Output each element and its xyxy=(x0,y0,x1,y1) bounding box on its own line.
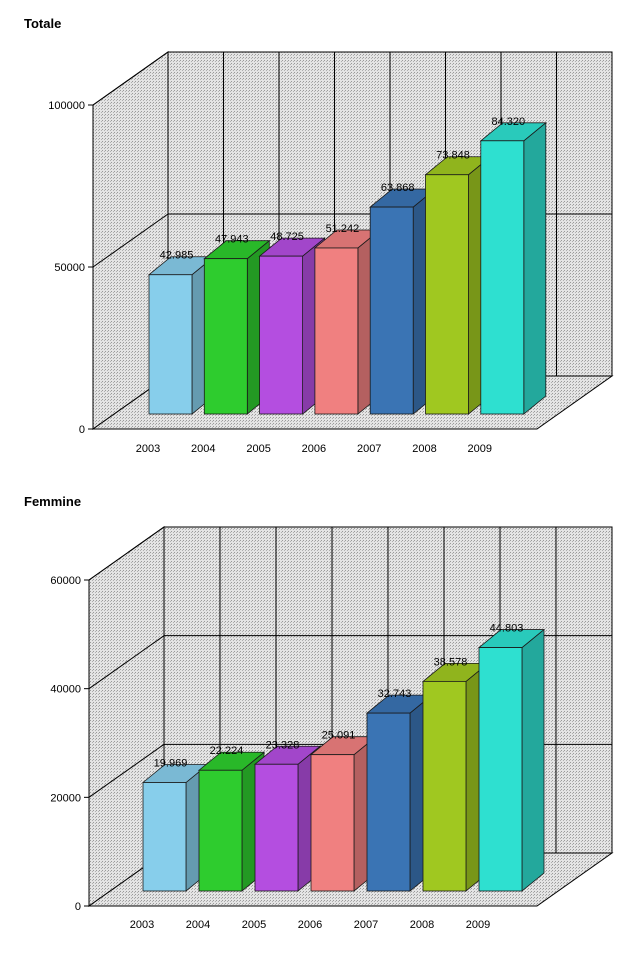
chart-title-femmine: Femmine xyxy=(24,494,82,509)
grid-line xyxy=(92,51,169,106)
data-label: 48.725 xyxy=(270,231,304,243)
bar xyxy=(254,763,299,892)
data-label: 19.969 xyxy=(154,758,188,770)
bar xyxy=(478,647,523,892)
bar xyxy=(203,258,248,415)
data-label: 42.985 xyxy=(160,250,194,262)
chart-totale: 0 50000 100000 42.985 2003 47.943 2004 48.725 20… xyxy=(48,51,614,455)
data-label: 25.091 xyxy=(322,730,356,742)
grid-line xyxy=(88,743,165,798)
bar xyxy=(259,255,304,415)
data-label: 32.743 xyxy=(378,688,412,700)
bar xyxy=(422,680,467,892)
grid-line xyxy=(88,635,165,690)
x-tick-label: 2009 xyxy=(466,919,490,931)
bar xyxy=(198,769,243,892)
chart-femmine: 0 20000 40000 60000 19.969 2003 22.224 2004 23.3… xyxy=(50,526,614,931)
x-tick-label: 2005 xyxy=(242,919,266,931)
data-label: 23.328 xyxy=(266,739,300,751)
data-label: 51.242 xyxy=(326,223,360,235)
bar xyxy=(369,206,414,415)
data-label: 63.868 xyxy=(381,182,415,194)
data-label: 47.943 xyxy=(215,234,249,246)
x-tick-label: 2008 xyxy=(410,919,434,931)
grid-line xyxy=(92,213,169,268)
data-label: 84.320 xyxy=(491,116,525,128)
bar xyxy=(314,247,359,415)
y-tick-label: 20000 xyxy=(50,792,81,804)
data-label: 44.803 xyxy=(490,623,524,635)
bar xyxy=(366,712,411,892)
bar-side xyxy=(523,121,547,415)
x-tick-label: 2004 xyxy=(191,443,215,455)
bar xyxy=(148,274,193,415)
x-tick-label: 2006 xyxy=(302,443,326,455)
x-tick-label: 2003 xyxy=(130,919,154,931)
y-tick-label: 100000 xyxy=(48,100,85,112)
x-tick-label: 2009 xyxy=(468,443,492,455)
data-label: 38.578 xyxy=(434,656,468,668)
y-tick-label: 50000 xyxy=(54,262,85,274)
x-tick-label: 2003 xyxy=(136,443,160,455)
bar xyxy=(142,782,187,892)
x-tick-label: 2005 xyxy=(246,443,270,455)
bar xyxy=(310,754,355,892)
y-tick-label: 40000 xyxy=(50,684,81,696)
x-tick-label: 2007 xyxy=(354,919,378,931)
x-tick-label: 2006 xyxy=(298,919,322,931)
y-tick-label: 0 xyxy=(79,424,85,436)
data-label: 73.848 xyxy=(436,150,470,162)
bar-side xyxy=(521,628,545,892)
chart-title-totale: Totale xyxy=(24,16,62,31)
x-tick-label: 2004 xyxy=(186,919,210,931)
grid-line xyxy=(88,526,165,581)
x-tick-label: 2008 xyxy=(412,443,436,455)
y-tick-label: 0 xyxy=(75,901,81,913)
bar xyxy=(480,140,525,415)
x-tick-label: 2007 xyxy=(357,443,381,455)
y-tick-label: 60000 xyxy=(50,575,81,587)
data-label: 22.224 xyxy=(210,745,244,757)
bar xyxy=(425,174,469,415)
